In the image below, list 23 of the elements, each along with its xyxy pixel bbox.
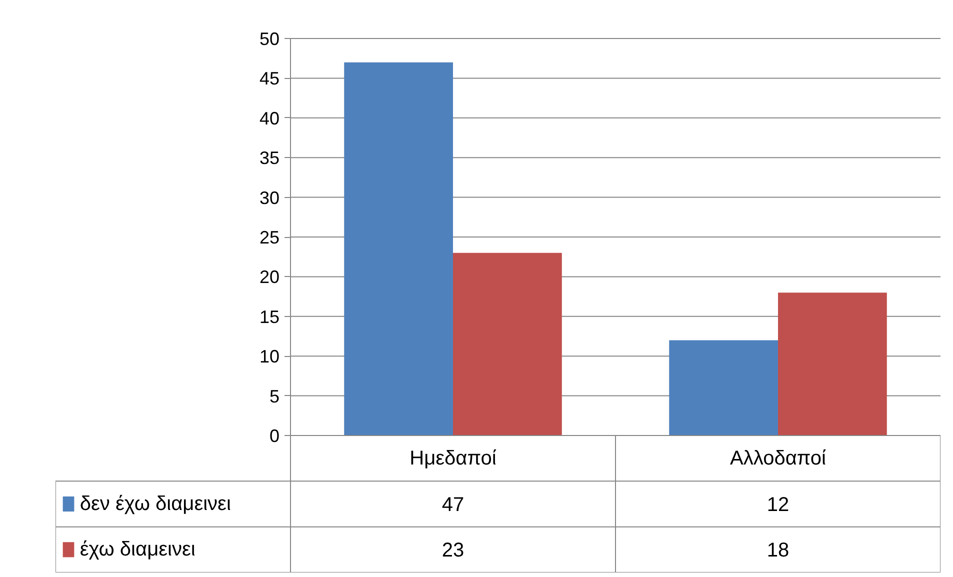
x-tick-label: Αλλοδαποί xyxy=(730,447,827,470)
y-tick-label: 40 xyxy=(259,108,280,128)
y-tick-label: 5 xyxy=(269,386,280,406)
data-label: 18 xyxy=(766,540,790,562)
y-tick-label: 45 xyxy=(259,68,280,89)
y-tick-label: 25 xyxy=(259,228,280,248)
y-tick-label: 15 xyxy=(259,306,280,327)
bar xyxy=(669,340,778,436)
data-label: 12 xyxy=(766,494,790,516)
y-tick-label: 35 xyxy=(259,148,280,168)
legend-label: έχω διαμεινει xyxy=(80,538,196,561)
x-tick-label: Ημεδαποί xyxy=(410,447,497,470)
data-label: 23 xyxy=(442,540,464,562)
data-label: 47 xyxy=(442,494,464,516)
y-tick-label: 50 xyxy=(259,29,280,49)
bar xyxy=(453,252,562,436)
y-tick-label: 10 xyxy=(259,346,280,367)
y-tick-label: 0 xyxy=(269,426,280,446)
legend-label: δεν έχω διαμεινει xyxy=(80,493,231,515)
y-tick-label: 20 xyxy=(259,267,280,288)
y-tick-label: 30 xyxy=(259,188,280,208)
bar xyxy=(778,292,887,436)
bar xyxy=(344,62,453,436)
